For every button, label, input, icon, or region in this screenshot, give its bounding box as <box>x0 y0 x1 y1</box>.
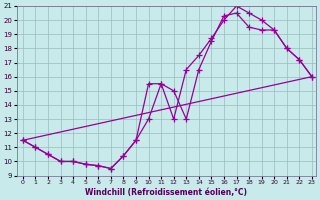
X-axis label: Windchill (Refroidissement éolien,°C): Windchill (Refroidissement éolien,°C) <box>85 188 247 197</box>
